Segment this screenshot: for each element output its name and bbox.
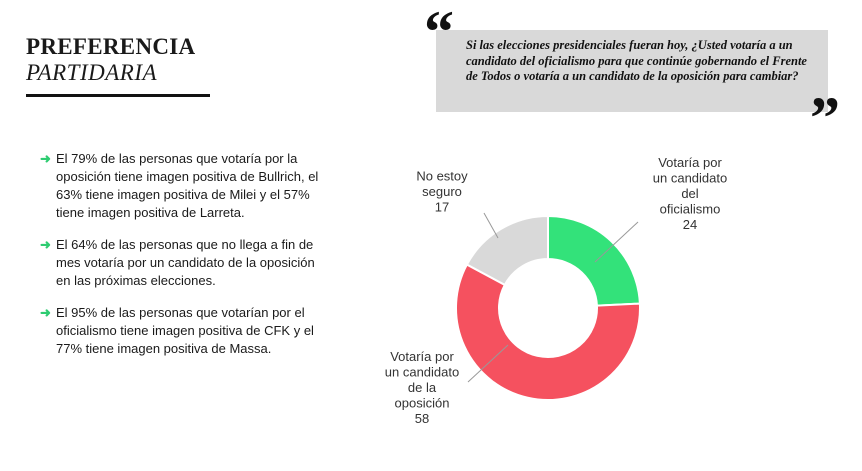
slice-label-line: No estoy [416, 169, 468, 184]
arrow-right-icon: ➜ [40, 237, 51, 252]
donut-slice [455, 263, 641, 401]
title-block: PREFERENCIA PARTIDARIA [26, 34, 212, 97]
slice-label-line: oficialismo [660, 202, 721, 217]
finding-text: El 79% de las personas que votaría por l… [56, 151, 319, 220]
title-underline [26, 94, 210, 97]
finding-text: El 95% de las personas que votarían por … [56, 305, 314, 356]
donut-slice [547, 214, 641, 307]
slice-value: 58 [415, 411, 429, 426]
leader-line [483, 212, 499, 239]
arrow-right-icon: ➜ [40, 305, 51, 320]
slice-label: Votaría por un candidato de la oposición 58 [385, 349, 459, 426]
slice-value: 17 [435, 200, 449, 215]
survey-question: Si las elecciones presidenciales fueran … [466, 38, 807, 83]
finding-item: ➜ El 79% de las personas que votaría por… [40, 150, 330, 222]
slice-label-line: Votaría por [390, 349, 454, 364]
donut-slice [465, 214, 549, 287]
slice-label-line: Votaría por [658, 155, 722, 170]
slice-label-line: del [681, 186, 698, 201]
page-title: PREFERENCIA [26, 34, 196, 59]
close-quote-icon: ” [810, 85, 840, 151]
question-box: Si las elecciones presidenciales fueran … [436, 30, 828, 112]
open-quote-icon: “ [424, 0, 454, 65]
slice-label: No estoy seguro 17 [416, 169, 468, 215]
leader-line [467, 344, 509, 383]
slice-label-line: de la [408, 380, 437, 395]
slice-label-line: un candidato [653, 171, 727, 186]
findings-list: ➜ El 79% de las personas que votaría por… [40, 150, 330, 372]
slice-label-line: un candidato [385, 365, 459, 380]
finding-text: El 64% de las personas que no llega a fi… [56, 237, 315, 288]
page-subtitle: PARTIDARIA [26, 60, 158, 85]
slice-label-line: oposición [395, 396, 450, 411]
slice-value: 24 [683, 217, 697, 232]
finding-item: ➜ El 95% de las personas que votarían po… [40, 304, 330, 358]
slice-label: Votaría por un candidato del oficialismo 24 [653, 155, 727, 232]
finding-item: ➜ El 64% de las personas que no llega a … [40, 236, 330, 290]
arrow-right-icon: ➜ [40, 151, 51, 166]
slice-label-line: seguro [422, 184, 462, 199]
leader-line [594, 221, 639, 263]
